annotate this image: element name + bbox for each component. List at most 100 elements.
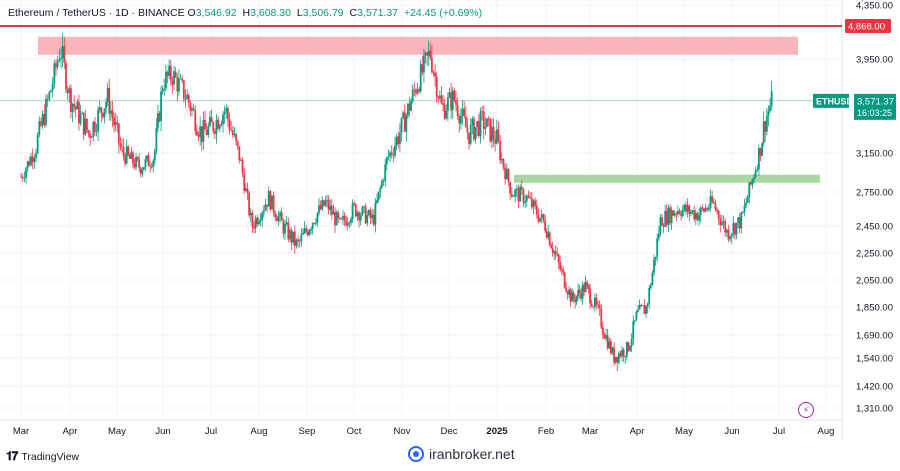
candle <box>285 222 288 225</box>
candle <box>510 193 513 197</box>
candle <box>195 130 198 135</box>
candle <box>133 163 136 168</box>
candle <box>613 347 615 363</box>
y-tick-label: 1,420.00 <box>856 382 893 393</box>
candle <box>70 88 72 112</box>
candle <box>316 212 319 223</box>
candle <box>374 202 377 225</box>
candle <box>535 205 538 215</box>
candle <box>709 196 712 208</box>
candle <box>256 217 259 224</box>
candle <box>350 219 352 224</box>
candle <box>367 210 370 216</box>
candle <box>584 282 587 293</box>
candle <box>665 210 668 225</box>
candle <box>105 101 107 109</box>
candle <box>329 205 332 211</box>
zones <box>0 25 842 183</box>
candles <box>20 33 773 372</box>
candle <box>289 230 291 240</box>
candle <box>324 200 327 206</box>
candle <box>522 189 525 203</box>
candle <box>724 221 727 233</box>
candle <box>38 121 41 135</box>
close-value: 3,571.37 <box>357 7 399 19</box>
candle <box>36 134 39 154</box>
candle <box>248 192 251 216</box>
x-tick-label: Jul <box>205 426 217 437</box>
candle <box>186 94 188 99</box>
candle <box>122 147 125 156</box>
candle <box>189 102 192 111</box>
candle <box>600 308 603 328</box>
candle <box>424 52 427 56</box>
candle <box>272 195 275 213</box>
candle <box>89 133 92 138</box>
lightning-icon[interactable]: ⚡ <box>798 402 814 418</box>
candle <box>554 251 557 255</box>
candle <box>678 210 681 214</box>
candle <box>146 155 148 160</box>
candle <box>103 108 106 118</box>
candle <box>477 121 480 136</box>
candle <box>100 107 103 114</box>
candle <box>646 303 649 307</box>
candle <box>416 89 419 94</box>
x-tick-label: May <box>108 426 126 437</box>
symbol-title: Ethereum / TetherUS · 1D · BINANCE <box>8 7 185 19</box>
candle <box>514 190 517 197</box>
candle <box>640 304 643 306</box>
candle <box>572 292 575 300</box>
candle <box>446 97 449 111</box>
candle <box>673 213 676 216</box>
candle <box>168 65 171 76</box>
candle <box>622 349 625 357</box>
candle <box>58 59 61 62</box>
candle <box>593 297 596 307</box>
candle <box>53 63 56 85</box>
candle <box>532 200 535 208</box>
candle <box>693 210 696 220</box>
candle <box>353 203 356 205</box>
candle <box>150 166 153 168</box>
candle <box>43 113 46 126</box>
candle <box>438 95 441 99</box>
y-tick-label: 4,350.00 <box>856 1 893 12</box>
tradingview-logo[interactable]: 𝟏𝟕 TradingView <box>6 449 79 464</box>
candle <box>55 63 57 68</box>
y-tick-label: 1,690.00 <box>856 331 893 342</box>
candle <box>706 208 709 210</box>
x-tick-label: 2025 <box>486 426 508 437</box>
candle <box>489 118 492 142</box>
candle <box>625 342 628 357</box>
candle <box>147 155 150 166</box>
x-tick-label: Nov <box>394 426 411 437</box>
candle <box>770 91 773 107</box>
candle <box>635 311 638 321</box>
candle <box>241 160 244 174</box>
candle <box>226 107 229 119</box>
candle <box>279 212 282 216</box>
candle <box>204 120 206 130</box>
current-price-label: 3,571.37 <box>857 96 894 107</box>
candle <box>614 356 617 363</box>
change-value: +24.45 (+0.69%) <box>403 7 483 19</box>
x-tick-label: Jun <box>724 426 739 437</box>
candle <box>560 269 563 271</box>
x-tick-label: Sep <box>299 426 316 437</box>
candle <box>699 207 702 216</box>
candle <box>398 132 401 145</box>
candle <box>667 207 670 225</box>
candle <box>657 233 660 239</box>
candle <box>753 176 755 180</box>
candle <box>487 118 490 120</box>
candle <box>486 118 488 127</box>
candle <box>608 341 611 349</box>
candle <box>764 121 767 132</box>
tradingview-logo-icon: 𝟏𝟕 <box>6 449 18 463</box>
candle <box>464 115 467 128</box>
y-tick-label: 1,850.00 <box>856 303 893 314</box>
candle <box>427 50 430 56</box>
candle <box>545 230 548 238</box>
